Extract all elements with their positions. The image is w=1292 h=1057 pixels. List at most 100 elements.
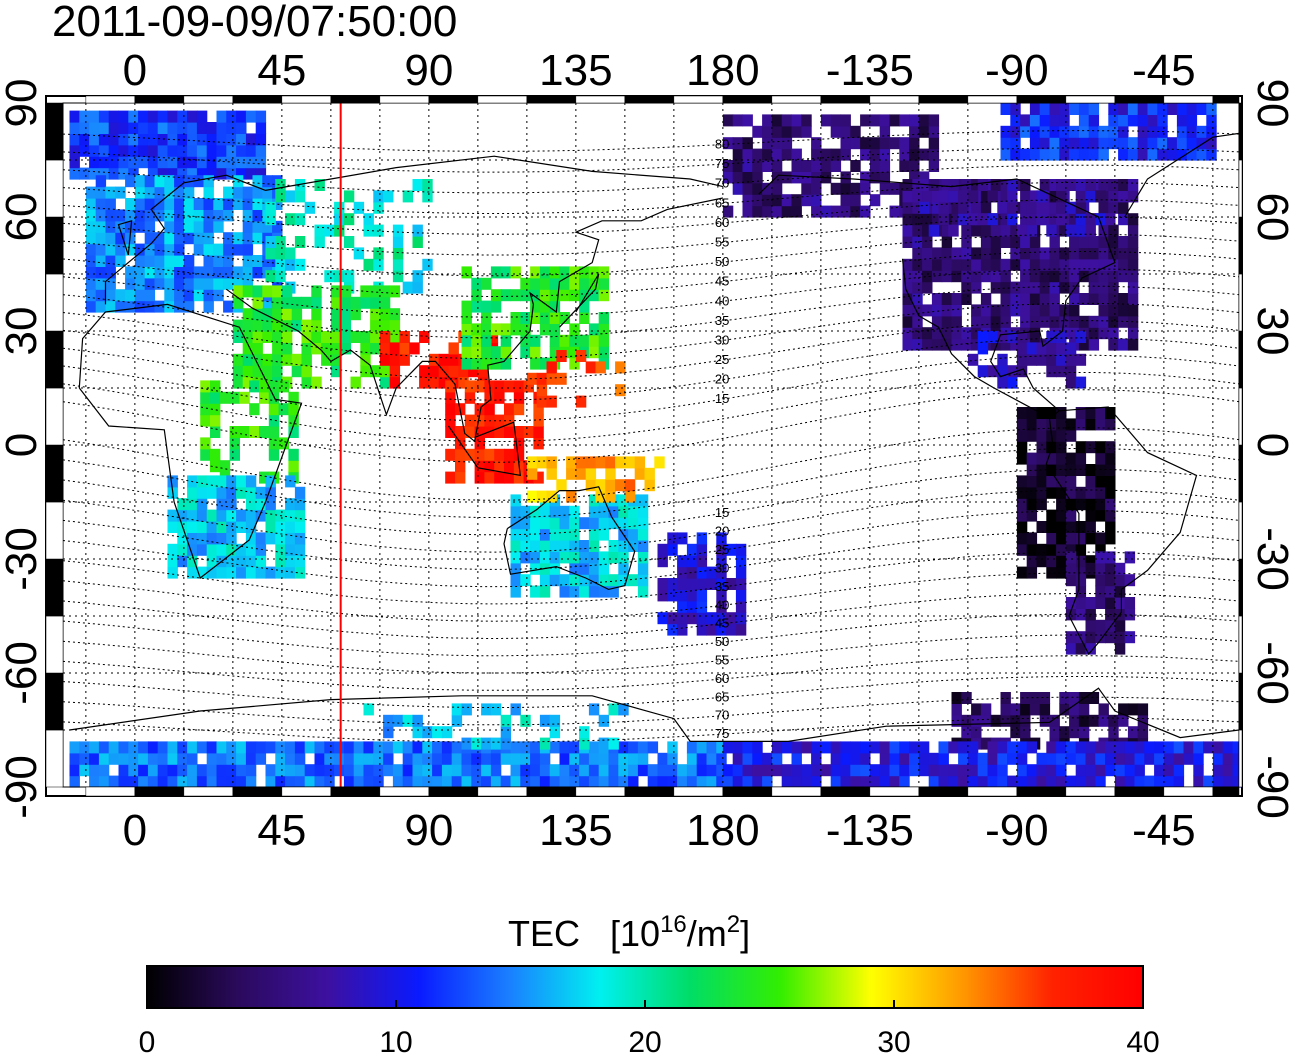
- tec-cell: [115, 209, 126, 222]
- tec-cell: [951, 692, 962, 704]
- mlat-contour: [62, 717, 1240, 743]
- tec-cell: [226, 156, 237, 169]
- tec-cell: [1039, 137, 1051, 150]
- tec-cell: [696, 600, 708, 613]
- tec-cell: [504, 380, 515, 393]
- tec-cell: [79, 764, 90, 777]
- tec-cell: [210, 403, 221, 416]
- tec-cell: [1078, 114, 1090, 127]
- tec-cell: [1046, 418, 1057, 431]
- tec-cell: [187, 486, 198, 499]
- tec-cell: [1020, 270, 1031, 283]
- tec-cell: [445, 414, 456, 427]
- tec-cell: [752, 205, 763, 218]
- tec-cell: [1212, 764, 1224, 777]
- tec-cell: [533, 437, 544, 450]
- tec-cell: [1108, 726, 1119, 739]
- tec-cell: [464, 391, 476, 404]
- tec-cell: [559, 334, 570, 347]
- tec-cell: [216, 775, 227, 788]
- tec-cell: [223, 300, 234, 313]
- tec-cell: [1085, 764, 1096, 777]
- tec-cell: [1046, 532, 1057, 545]
- tec-cell: [559, 312, 570, 324]
- tec-cell: [948, 741, 959, 754]
- tec-cell: [242, 365, 254, 378]
- tec-cell: [980, 293, 992, 305]
- tec-cell: [98, 741, 110, 754]
- tec-cell: [1049, 114, 1060, 127]
- tec-cell: [850, 125, 861, 138]
- tec-cell: [618, 703, 629, 716]
- tec-cell: [1137, 125, 1149, 138]
- tec-cell: [301, 376, 312, 389]
- tec-cell: [340, 296, 352, 309]
- tec-cell: [637, 585, 649, 598]
- tec-cell: [1098, 137, 1109, 150]
- tec-cell: [216, 764, 227, 777]
- tec-cell: [732, 148, 744, 161]
- tec-cell: [1056, 741, 1067, 754]
- tec-cell: [637, 517, 649, 530]
- tec-cell: [69, 752, 80, 765]
- tec-cell: [961, 270, 972, 283]
- tec-cell: [1088, 281, 1100, 294]
- tec-cell: [128, 122, 139, 134]
- lat-tick-label-left: 90: [0, 79, 46, 128]
- tec-cell: [530, 517, 541, 530]
- tec-cell: [686, 775, 698, 788]
- tec-cell: [144, 209, 156, 222]
- tec-cell: [275, 532, 286, 545]
- tec-cell: [569, 346, 580, 359]
- frame-bar-left: [45, 159, 64, 218]
- tec-cell: [187, 156, 198, 169]
- tec-cell: [1029, 293, 1041, 305]
- tec-cell: [657, 764, 668, 777]
- tec-cell: [226, 555, 237, 568]
- tec-cell: [1020, 714, 1031, 727]
- tec-cell: [177, 122, 188, 134]
- tec-cell: [183, 209, 195, 222]
- tec-cell: [422, 179, 433, 191]
- tec-cell: [716, 578, 727, 590]
- tec-cell: [134, 289, 146, 302]
- tec-cell: [428, 376, 440, 389]
- tec-cell: [232, 353, 244, 366]
- tec-cell: [735, 612, 747, 625]
- tec-cell: [1049, 213, 1060, 226]
- tec-cell: [1108, 201, 1119, 214]
- tec-cell: [1036, 543, 1047, 556]
- mlat-label: 55: [715, 653, 729, 668]
- tec-cell: [389, 376, 401, 389]
- coastline: [78, 303, 303, 579]
- tec-cell: [379, 365, 391, 378]
- tec-cell: [490, 737, 502, 750]
- tec-cell: [1000, 125, 1011, 138]
- tec-cell: [598, 737, 610, 750]
- tec-cell: [752, 764, 763, 777]
- tec-cell: [1078, 258, 1090, 271]
- tec-cell: [1016, 509, 1028, 522]
- tec-cell: [174, 232, 185, 245]
- tec-cell: [990, 179, 1002, 191]
- tec-cell: [1078, 137, 1090, 150]
- tec-cell: [1118, 338, 1129, 351]
- tec-cell: [618, 505, 629, 518]
- tec-cell: [1029, 281, 1041, 294]
- tec-cell: [575, 456, 587, 469]
- tec-cell: [667, 741, 678, 754]
- tec-cell: [1069, 236, 1080, 248]
- tec-cell: [134, 209, 146, 222]
- tec-cell: [1105, 764, 1116, 777]
- tec-cell: [1000, 190, 1011, 203]
- tec-cell: [1039, 315, 1051, 328]
- tec-cell: [177, 509, 188, 522]
- tec-cell: [997, 201, 1008, 214]
- tec-cell: [781, 114, 793, 127]
- tec-cell: [1232, 764, 1243, 777]
- tec-cell: [539, 266, 551, 279]
- tec-cell: [539, 528, 551, 541]
- tec-cell: [1173, 775, 1185, 788]
- tec-cell: [598, 312, 610, 324]
- tec-cell: [206, 509, 218, 522]
